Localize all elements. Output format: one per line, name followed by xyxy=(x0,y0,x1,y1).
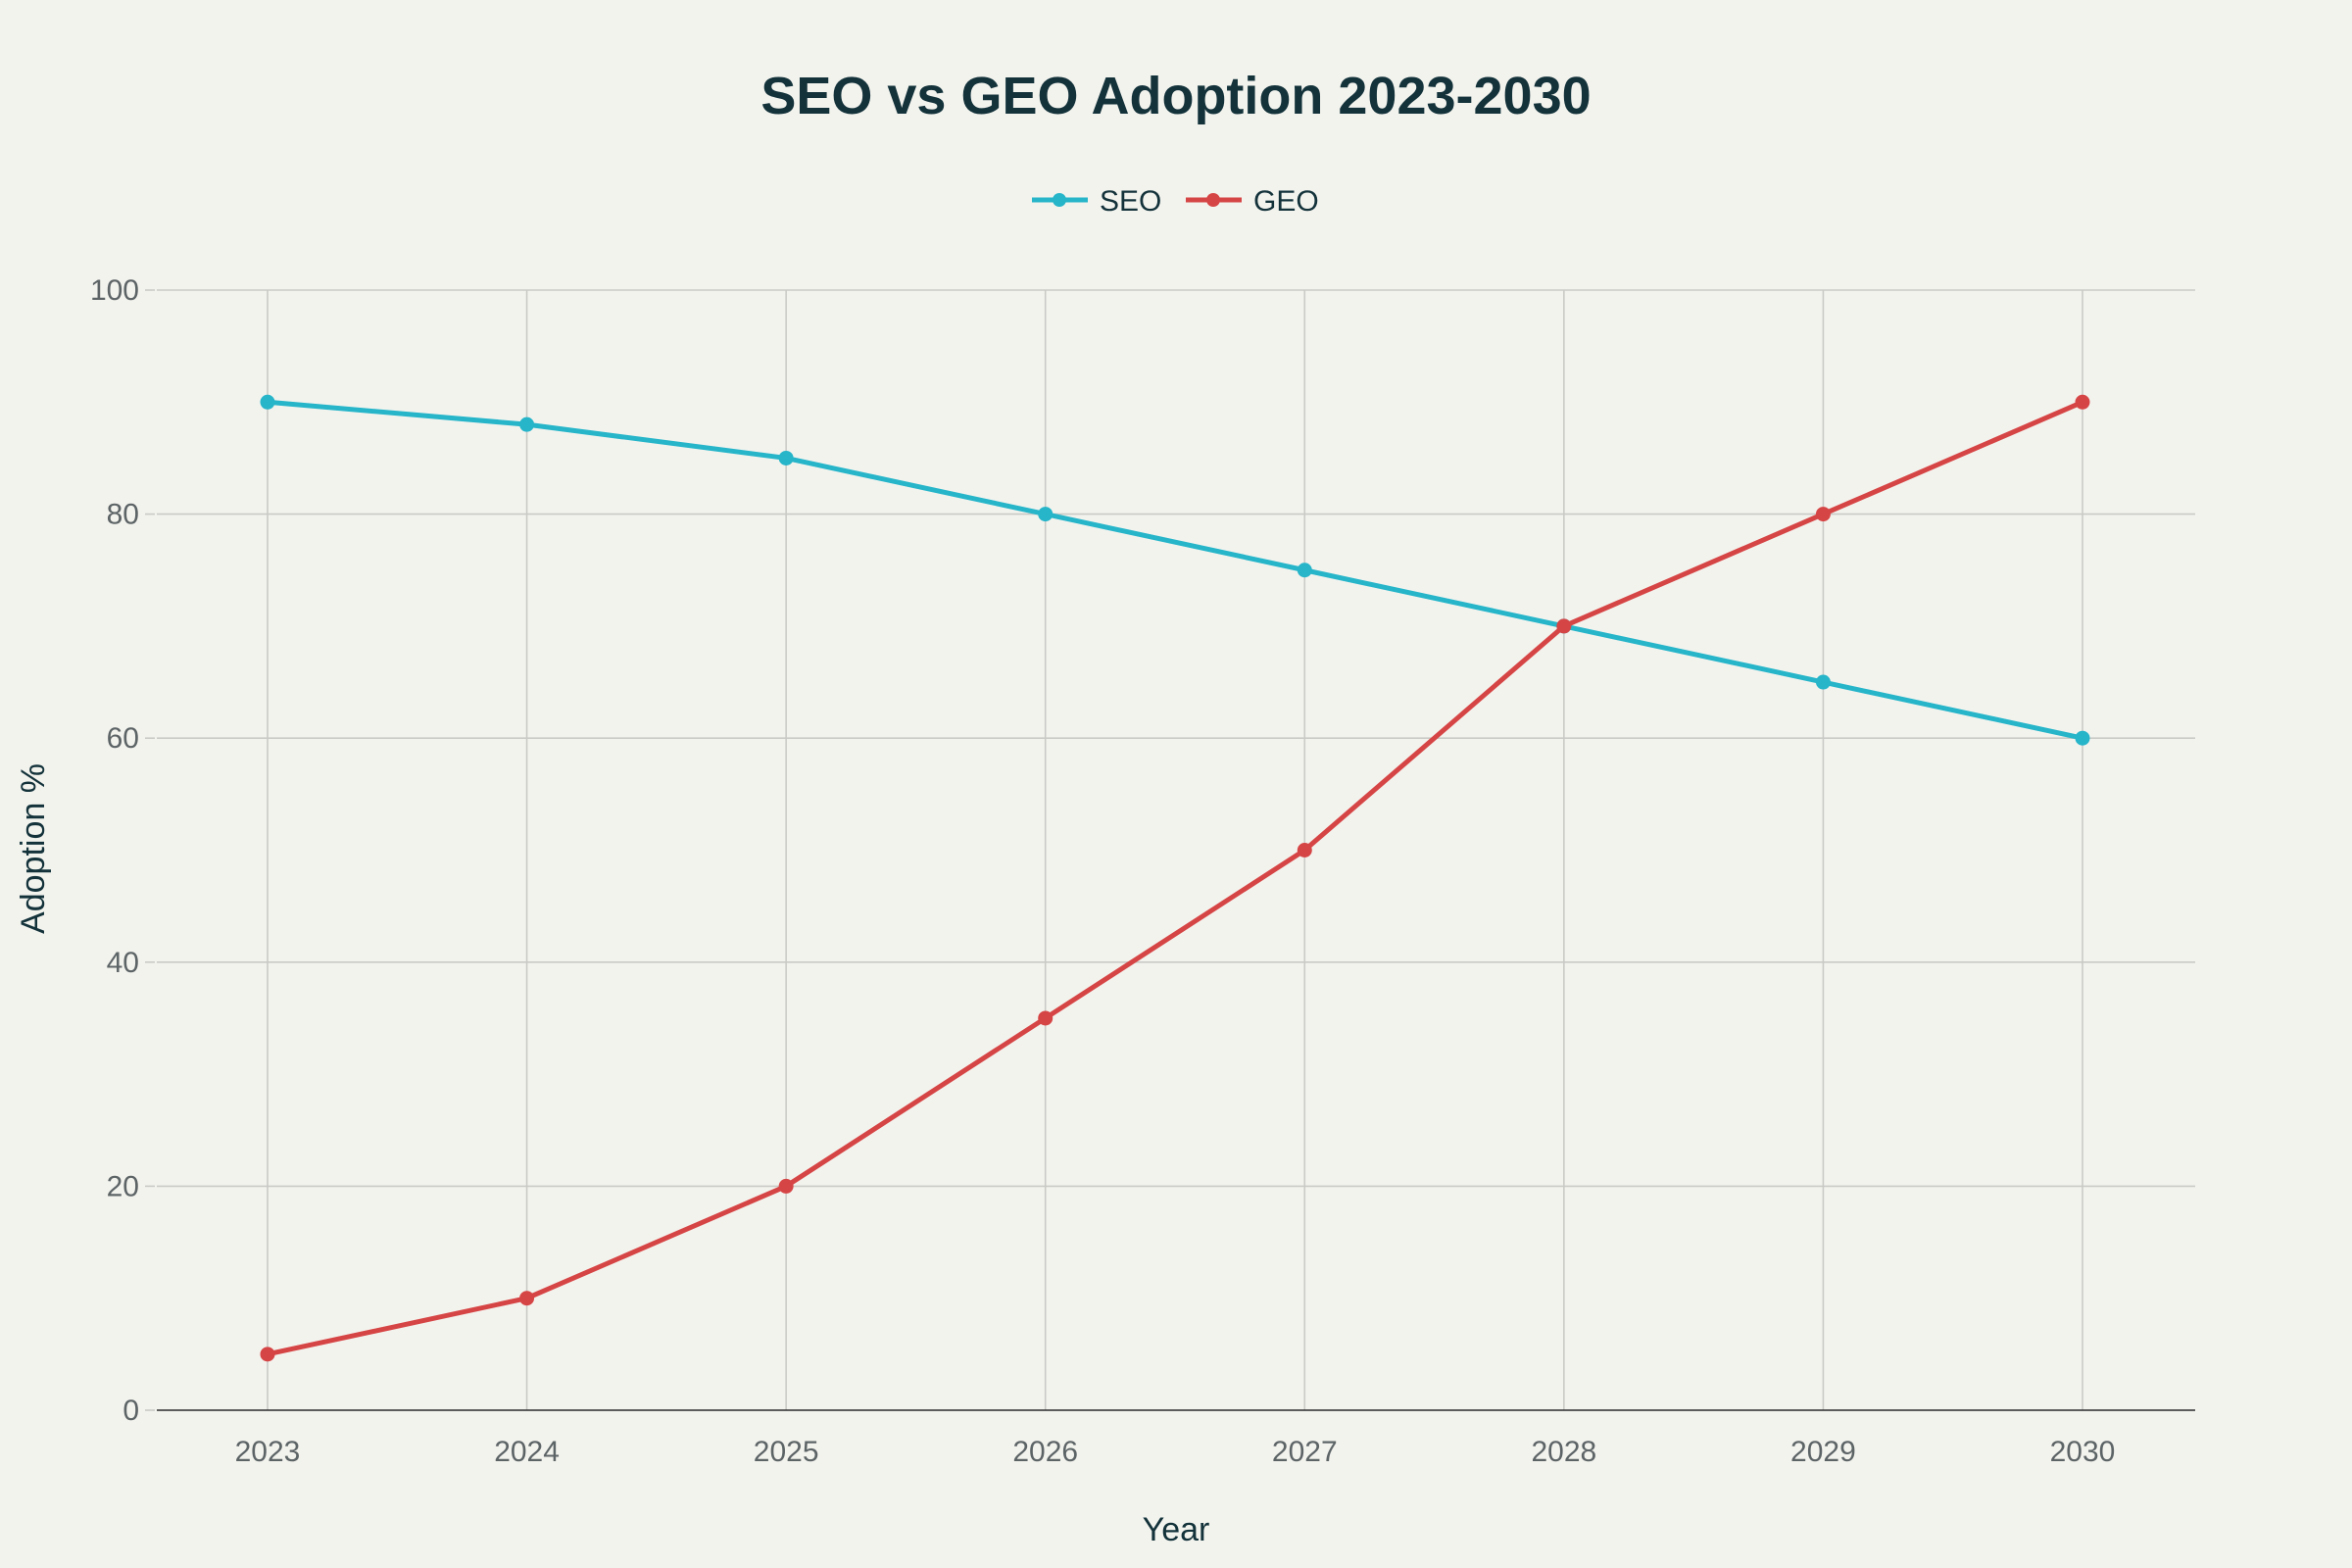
y-tick-label-40: 40 xyxy=(107,947,139,979)
data-point-seo-2027[interactable] xyxy=(1297,563,1312,578)
x-tick-label-2029: 2029 xyxy=(1790,1436,1856,1468)
grid xyxy=(157,289,2195,1410)
x-tick-label-2026: 2026 xyxy=(1012,1436,1078,1468)
data-point-seo-2023[interactable] xyxy=(260,394,275,410)
y-tick-label-60: 60 xyxy=(107,722,139,755)
axes: 2023 2024 2025 2026 2027 2028 2029 2030 0 20 40 60 8… xyxy=(90,274,2195,1468)
legend-item-geo[interactable]: GEO xyxy=(1186,185,1319,218)
x-tick-label-2023: 2023 xyxy=(235,1436,301,1468)
x-tick-label-2028: 2028 xyxy=(1531,1436,1596,1468)
y-axis-title: Adoption % xyxy=(15,763,52,934)
data-point-geo-2030[interactable] xyxy=(2075,394,2090,410)
data-point-geo-2024[interactable] xyxy=(519,1291,535,1306)
data-point-seo-2025[interactable] xyxy=(778,450,794,466)
y-tick-label-80: 80 xyxy=(107,499,139,531)
y-tick-label-0: 0 xyxy=(122,1395,139,1427)
legend-marker-geo xyxy=(1206,193,1220,207)
data-point-seo-2026[interactable] xyxy=(1038,507,1054,522)
legend-label-geo: GEO xyxy=(1253,185,1319,218)
data-point-geo-2028[interactable] xyxy=(1556,618,1572,634)
data-point-seo-2024[interactable] xyxy=(519,416,535,432)
y-tick-label-20: 20 xyxy=(107,1170,139,1202)
legend-label-seo: SEO xyxy=(1100,185,1161,218)
chart-title: SEO vs GEO Adoption 2023-2030 xyxy=(760,67,1591,125)
data-point-seo-2029[interactable] xyxy=(1815,674,1831,690)
legend: SEO GEO xyxy=(1032,185,1319,218)
x-tick-label-2025: 2025 xyxy=(754,1436,819,1468)
data-point-geo-2025[interactable] xyxy=(778,1178,794,1194)
data-point-geo-2026[interactable] xyxy=(1038,1010,1054,1026)
data-point-geo-2023[interactable] xyxy=(260,1347,275,1362)
x-tick-label-2027: 2027 xyxy=(1272,1436,1338,1468)
x-axis-title: Year xyxy=(1143,1511,1210,1548)
data-point-geo-2029[interactable] xyxy=(1815,507,1831,522)
x-tick-label-2024: 2024 xyxy=(494,1436,560,1468)
plot-area xyxy=(260,394,2090,1362)
x-tick-label-2030: 2030 xyxy=(2050,1436,2116,1468)
series-line-seo[interactable] xyxy=(265,399,2085,741)
y-tick-label-100: 100 xyxy=(90,274,139,307)
data-point-geo-2027[interactable] xyxy=(1297,843,1312,858)
legend-item-seo[interactable]: SEO xyxy=(1032,185,1161,218)
data-point-seo-2030[interactable] xyxy=(2075,730,2090,746)
series-line-geo[interactable] xyxy=(265,399,2085,1357)
legend-marker-seo xyxy=(1053,193,1066,207)
